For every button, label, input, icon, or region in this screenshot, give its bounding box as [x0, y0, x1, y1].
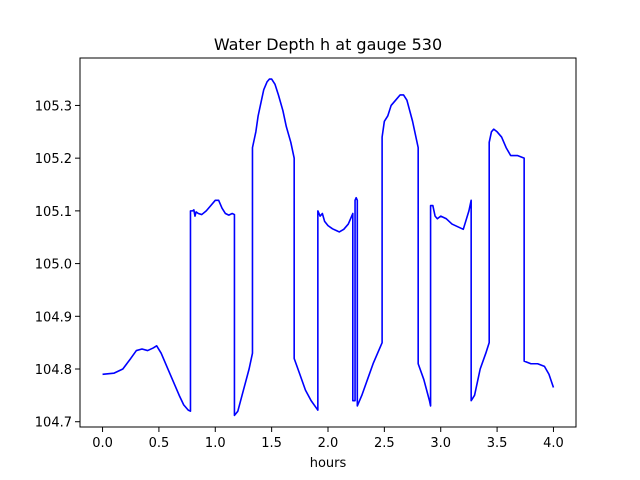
plot-frame: [79, 57, 577, 428]
y-tick-label: 105.1: [35, 205, 72, 220]
y-tick-label: 104.9: [35, 310, 72, 325]
y-tick-label: 105.0: [35, 258, 72, 273]
x-tick-label: 3.5: [487, 436, 508, 451]
x-axis: 0.0 0.5 1.0 1.5 2.0 2.5 3.0 3.5 4.0: [92, 427, 564, 451]
y-tick-label: 105.2: [35, 152, 72, 167]
x-axis-label: hours: [310, 456, 347, 471]
x-tick-label: 2.5: [374, 436, 395, 451]
x-tick-label: 3.0: [430, 436, 451, 451]
x-tick-label: 1.0: [205, 436, 226, 451]
y-tick-label: 105.3: [35, 99, 72, 114]
y-axis: 104.7 104.8 104.9 105.0 105.1 105.2 105.3: [35, 99, 80, 431]
y-tick-label: 104.8: [35, 363, 72, 378]
chart-title: Water Depth h at gauge 530: [214, 35, 442, 54]
series-line: [102, 78, 555, 417]
x-tick-label: 1.5: [261, 436, 282, 451]
y-tick-label: 104.7: [35, 416, 72, 431]
x-tick-label: 0.0: [92, 436, 113, 451]
x-tick-label: 2.0: [318, 436, 339, 451]
x-tick-label: 0.5: [149, 436, 170, 451]
x-tick-label: 4.0: [543, 436, 564, 451]
